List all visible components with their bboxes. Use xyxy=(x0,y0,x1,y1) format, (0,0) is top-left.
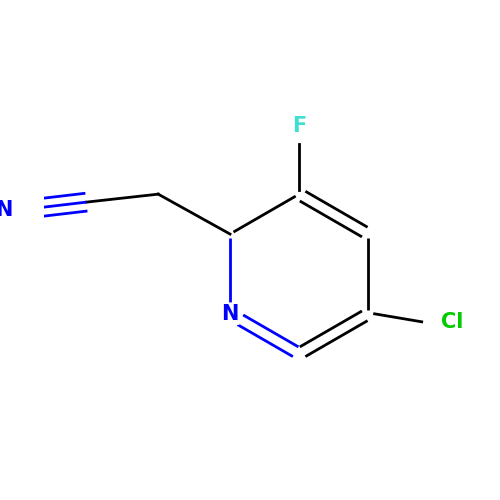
Text: F: F xyxy=(292,116,306,136)
Text: N: N xyxy=(222,304,238,324)
Text: Cl: Cl xyxy=(441,312,463,332)
Text: N: N xyxy=(0,200,13,220)
